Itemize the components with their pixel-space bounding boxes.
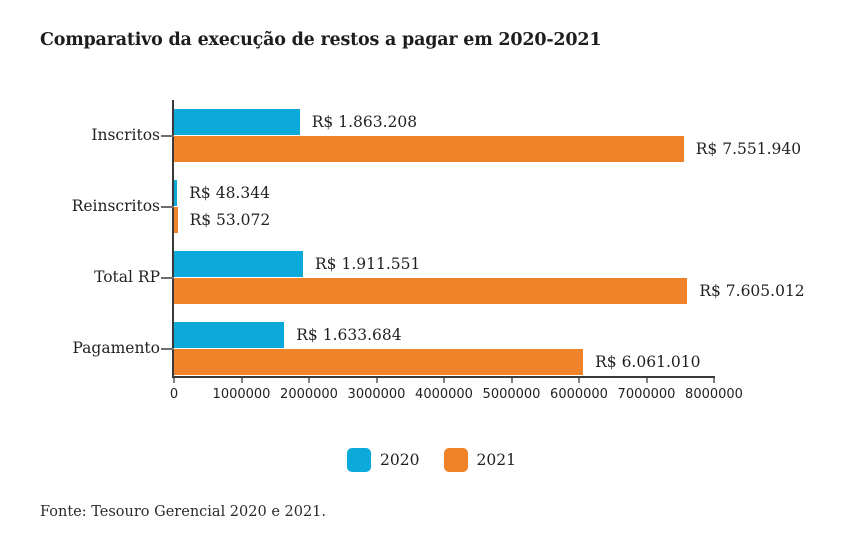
bar-2021-inscritos: [174, 136, 684, 162]
legend-item-2020: 2020: [347, 448, 420, 472]
legend: 2020 2021: [0, 448, 863, 472]
y-axis-line: [172, 100, 174, 378]
x-tick-label-2000000: 2000000: [280, 387, 338, 402]
category-label-pagamento: Pagamento: [72, 339, 160, 357]
x-tick: [713, 378, 715, 383]
bar-2021-reinscritos: [174, 207, 178, 233]
x-tick-label-7000000: 7000000: [617, 387, 676, 402]
category-tick-inscritos: [161, 134, 174, 137]
x-tick: [308, 378, 310, 383]
category-tick-pagamento: [161, 347, 174, 350]
value-label-2020-total-rp: R$ 1.911.551: [315, 255, 421, 273]
category-label-reinscritos: Reinscritos: [71, 197, 160, 215]
x-tick-label-1000000: 1000000: [212, 387, 271, 402]
x-tick-label-0: 0: [169, 387, 179, 402]
bar-2020-pagamento: [174, 322, 285, 348]
bar-2021-pagamento: [174, 349, 584, 375]
x-tick: [173, 378, 175, 383]
value-label-2021-total-rp: R$ 7.605.012: [699, 282, 805, 300]
source-note: Fonte: Tesouro Gerencial 2020 e 2021.: [40, 504, 327, 520]
value-label-2020-pagamento: R$ 1.633.684: [296, 326, 402, 344]
x-tick: [645, 378, 648, 383]
legend-swatch-2020: [347, 448, 372, 472]
value-label-2020-reinscritos: R$ 48.344: [189, 184, 270, 202]
legend-swatch-2021: [443, 448, 468, 472]
x-tick: [375, 378, 378, 383]
value-label-2021-pagamento: R$ 6.061.010: [595, 353, 701, 371]
value-label-2021-reinscritos: R$ 53.072: [189, 211, 271, 229]
category-tick-total-rp: [161, 276, 174, 279]
x-tick: [510, 378, 513, 383]
x-axis-line: [172, 376, 715, 378]
x-tick-label-6000000: 6000000: [550, 387, 608, 402]
x-tick-label-8000000: 8000000: [685, 387, 743, 402]
bar-2020-reinscritos: [174, 180, 178, 206]
x-tick-label-5000000: 5000000: [482, 387, 541, 402]
plot-area: Inscritos R$ 1.863.208 R$ 7.551.940 Reinscr…: [72, 100, 805, 402]
bar-2020-inscritos: [174, 109, 300, 135]
category-label-inscritos: Inscritos: [91, 126, 160, 144]
value-label-2021-inscritos: R$ 7.551.940: [695, 140, 802, 158]
x-tick-label-4000000: 4000000: [415, 387, 473, 402]
category-tick-reinscritos: [161, 205, 174, 208]
bar-2021-total-rp: [174, 278, 688, 304]
x-tick: [578, 378, 580, 383]
value-label-2020-inscritos: R$ 1.863.208: [311, 113, 418, 131]
x-tick-label-3000000: 3000000: [347, 387, 406, 402]
legend-label-2020: 2020: [380, 451, 420, 469]
chart-title: Comparativo da execução de restos a paga…: [40, 30, 602, 50]
x-tick: [240, 378, 243, 383]
legend-item-2021: 2021: [443, 448, 516, 472]
bar-2020-total-rp: [174, 251, 304, 277]
x-tick: [443, 378, 445, 383]
legend-label-2021: 2021: [476, 451, 516, 469]
category-label-total-rp: Total RP: [94, 268, 160, 286]
